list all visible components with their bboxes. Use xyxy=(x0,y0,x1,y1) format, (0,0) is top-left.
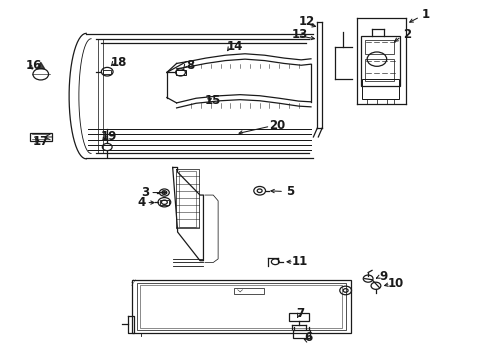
Text: 4: 4 xyxy=(137,196,146,209)
Text: 12: 12 xyxy=(299,15,315,28)
Bar xyxy=(289,313,309,320)
Bar xyxy=(361,36,400,86)
Text: 18: 18 xyxy=(111,56,127,69)
Bar xyxy=(293,330,310,338)
Text: 1: 1 xyxy=(422,8,430,21)
Bar xyxy=(30,133,51,141)
Bar xyxy=(132,280,350,333)
Bar xyxy=(234,288,264,294)
Bar xyxy=(141,285,342,328)
Text: 17: 17 xyxy=(33,135,49,148)
Bar xyxy=(175,70,186,75)
Bar xyxy=(137,283,345,330)
Text: 2: 2 xyxy=(403,28,411,41)
Polygon shape xyxy=(37,62,45,69)
Bar xyxy=(365,40,394,54)
Text: 14: 14 xyxy=(227,40,244,53)
Text: 11: 11 xyxy=(292,255,308,268)
Text: 16: 16 xyxy=(26,59,42,72)
Text: 8: 8 xyxy=(186,59,195,72)
Text: 19: 19 xyxy=(101,130,117,143)
Bar xyxy=(365,59,394,81)
Text: 13: 13 xyxy=(292,28,308,41)
Text: 20: 20 xyxy=(269,119,285,132)
Text: 10: 10 xyxy=(388,277,404,290)
Text: 7: 7 xyxy=(296,307,305,320)
Text: 3: 3 xyxy=(141,186,149,199)
Text: 6: 6 xyxy=(304,331,313,344)
Text: 9: 9 xyxy=(380,270,388,283)
Bar xyxy=(362,79,399,99)
Text: 15: 15 xyxy=(205,94,221,107)
Bar xyxy=(160,200,169,205)
Bar xyxy=(103,69,111,74)
Text: 5: 5 xyxy=(286,185,294,198)
